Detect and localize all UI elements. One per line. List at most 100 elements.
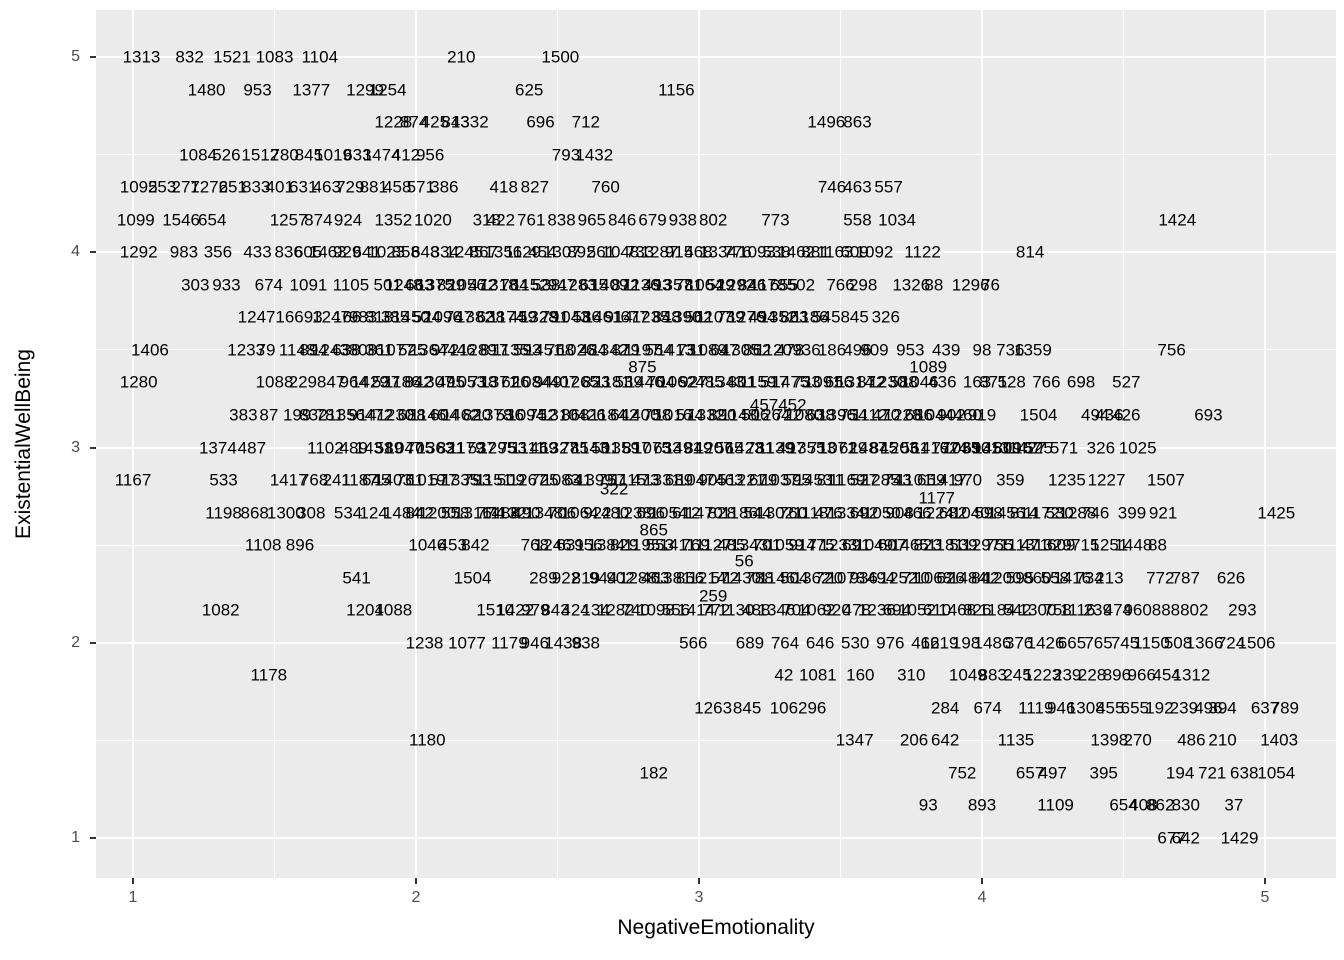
data-point-label: 832 — [299, 405, 328, 425]
data-point-label: 915 — [664, 242, 694, 262]
data-point-label: 842 — [405, 503, 434, 523]
data-point-label: 1352 — [759, 307, 798, 327]
data-point-label: 865 — [639, 520, 668, 539]
data-point-label: 376 — [1004, 633, 1034, 653]
data-point-label: 501 — [591, 438, 620, 457]
data-point-label: 186 — [817, 340, 847, 360]
data-point-label: 1043 — [551, 307, 590, 327]
data-point-label: 868 — [561, 405, 590, 425]
data-point-label: 648 — [411, 242, 440, 262]
data-point-label: 647 — [710, 340, 739, 360]
data-point-label: 466 — [911, 633, 940, 653]
data-point-label: 1307 — [542, 242, 581, 262]
data-point-label: 463 — [641, 568, 670, 588]
data-point-label: 1300 — [266, 503, 305, 523]
data-point-label: 868 — [240, 503, 269, 523]
data-point-label: 722 — [773, 405, 803, 425]
data-point-label: 106 — [769, 698, 799, 718]
data-point-label: 386 — [430, 177, 459, 197]
data-point-label: 656 — [824, 372, 854, 392]
data-point-label: 781 — [315, 405, 345, 425]
data-point-label: 1044 — [916, 405, 955, 425]
data-point-label: 689 — [664, 470, 694, 490]
data-point-label: 1375 — [416, 275, 455, 295]
data-point-label: 902 — [937, 405, 966, 425]
data-point-label: 1288 — [618, 568, 657, 588]
data-point-label: 892 — [567, 242, 596, 262]
data-point-label: 663 — [405, 275, 434, 295]
data-point-label: 965 — [577, 210, 607, 230]
data-point-label: 1095 — [119, 177, 158, 197]
data-point-label: 881 — [359, 177, 388, 197]
data-point-label: 541 — [342, 568, 371, 588]
data-point-label: 826 — [963, 600, 992, 620]
data-point-label: 696 — [526, 112, 555, 132]
data-point-label: 638 — [476, 307, 506, 327]
data-point-label: 1187 — [341, 470, 378, 490]
data-point-label: 793 — [462, 470, 492, 490]
data-point-label: 1307 — [415, 372, 454, 392]
data-point-label: 949 — [533, 372, 562, 392]
data-point-label: 1343 — [730, 535, 769, 555]
data-point-label: 1507 — [1147, 470, 1185, 490]
data-point-label: 497 — [776, 438, 806, 457]
data-point-label: 1092 — [855, 242, 894, 262]
data-point-label: 1308 — [1066, 698, 1105, 718]
data-point-label: 883 — [978, 665, 1007, 685]
data-point-label: 1463 — [308, 242, 347, 262]
y-major-gridline — [96, 251, 1336, 254]
data-point-label: 210 — [1208, 730, 1237, 750]
data-point-label: 277 — [171, 177, 200, 197]
data-point-label: 1122 — [904, 242, 941, 262]
data-point-label: 1287 — [640, 242, 679, 262]
data-point-label: 752 — [528, 405, 557, 425]
data-point-label: 558 — [1040, 568, 1069, 588]
data-point-label: 424 — [561, 600, 590, 620]
data-point-label: 705 — [405, 438, 435, 457]
data-point-label: 872 — [611, 275, 640, 295]
y-axis-tick — [90, 837, 96, 839]
data-point-label: 1411 — [659, 535, 696, 555]
data-point-label: 478 — [775, 340, 805, 360]
data-point-label: 896 — [285, 535, 315, 555]
y-major-gridline — [96, 641, 1336, 644]
data-point-label: 756 — [1157, 340, 1186, 360]
data-point-label: 704 — [646, 372, 676, 392]
data-point-label: 642 — [610, 405, 639, 425]
data-point-label: 847 — [316, 372, 346, 392]
data-point-label: 1512 — [241, 145, 280, 165]
data-point-label: 1054 — [649, 503, 688, 523]
data-point-label: 817 — [622, 438, 651, 457]
data-point-label: 42 — [774, 665, 794, 685]
data-point-label: 1178 — [749, 275, 787, 295]
data-point-label: 612 — [672, 503, 701, 523]
data-point-label: 1422 — [496, 600, 535, 620]
data-point-label: 811 — [816, 470, 844, 490]
data-point-label: 1230 — [376, 405, 415, 425]
y-tick-label: 1 — [71, 829, 80, 846]
data-point-label: 729 — [336, 177, 365, 197]
data-point-label: 641 — [352, 242, 381, 262]
data-point-label: 842 — [461, 535, 490, 555]
data-point-label: 326 — [1086, 438, 1116, 457]
data-point-label: 1094 — [507, 405, 546, 425]
data-point-label: 631 — [556, 535, 585, 555]
x-tick-label: 2 — [411, 889, 421, 906]
data-point-label: 922 — [551, 568, 581, 588]
data-point-label: 572 — [710, 568, 739, 588]
data-point-label: 1285 — [861, 470, 900, 490]
x-tick-label: 1 — [128, 889, 138, 906]
data-point-label: 739 — [716, 307, 745, 327]
data-point-label: 638 — [332, 340, 361, 360]
data-point-label: 1083 — [255, 47, 294, 67]
data-point-label: 947 — [547, 275, 577, 295]
data-point-label: 960 — [1123, 600, 1152, 620]
data-point-label: 1233 — [819, 535, 858, 555]
data-point-label: 780 — [270, 145, 299, 165]
data-point-label: 1276 — [727, 307, 766, 327]
data-point-label: 418 — [489, 177, 518, 197]
data-point-label: 383 — [229, 405, 258, 425]
data-point-label: 1384 — [587, 535, 626, 555]
data-point-label: 253 — [147, 177, 177, 197]
data-point-label: 1054 — [1257, 763, 1296, 783]
